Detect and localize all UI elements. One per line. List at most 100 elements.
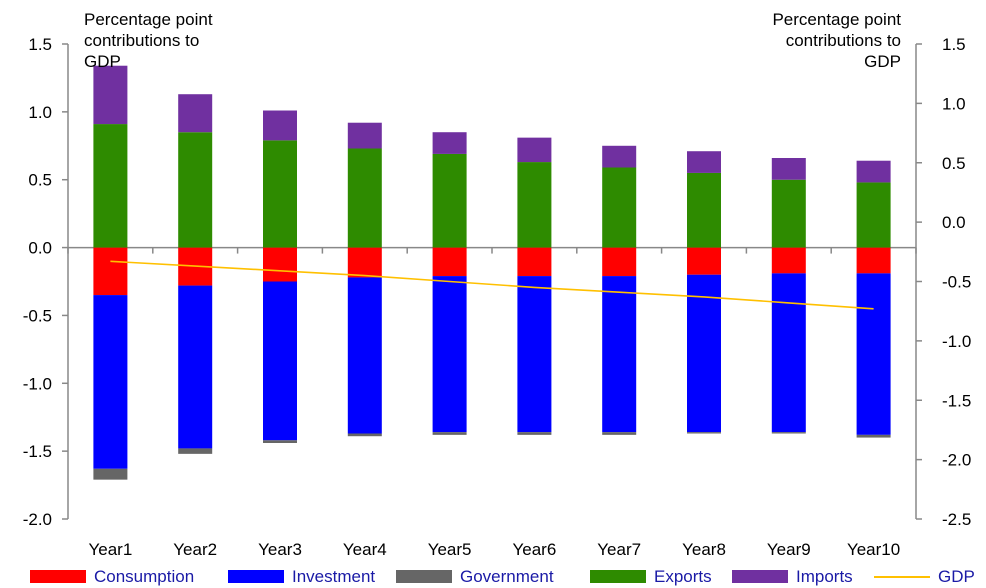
- legend-swatch-consumption: [30, 570, 86, 583]
- left-tick-label: 0.5: [28, 171, 52, 190]
- legend-swatch-government: [396, 570, 452, 583]
- left-tick-label: -2.0: [23, 510, 52, 529]
- category-label: Year8: [682, 540, 726, 559]
- bar-consumption-year6: [517, 247, 552, 277]
- bar-government-year7: [602, 432, 637, 435]
- bar-exports-year1: [93, 124, 128, 248]
- legend-label-investment: Investment: [292, 566, 376, 586]
- left-tick-label: 0.0: [28, 239, 52, 258]
- bar-government-year8: [687, 432, 721, 434]
- bar-investment-year1: [93, 295, 128, 469]
- bar-imports-year10: [856, 160, 891, 183]
- bar-government-year10: [856, 434, 891, 438]
- bar-exports-year3: [263, 140, 297, 248]
- legend-swatch-imports: [732, 570, 788, 583]
- bar-investment-year8: [687, 274, 721, 433]
- labels: 1.5 1.0 0.5 0.0 -0.5 -1.0 -1.5 -2.0 1.5 1.0 0.5 0.0…: [23, 10, 972, 559]
- category-label: Year7: [597, 540, 641, 559]
- legend-item-government: Government: [396, 565, 554, 588]
- bar-investment-year5: [432, 276, 467, 433]
- bar-consumption-year9: [771, 247, 806, 274]
- left-tick-label: -1.5: [23, 442, 52, 461]
- left-tick-label: 1.0: [28, 103, 52, 122]
- bar-government-year9: [771, 432, 806, 434]
- bar-government-year4: [347, 433, 382, 437]
- legend-item-consumption: Consumption: [30, 565, 194, 588]
- bar-imports-year2: [178, 94, 213, 133]
- bar-government-year6: [517, 432, 552, 435]
- legend-swatch-exports: [590, 570, 646, 583]
- bar-imports-year8: [687, 151, 721, 173]
- legend-item-investment: Investment: [228, 565, 375, 588]
- bar-consumption-year10: [856, 247, 891, 274]
- bar-government-year2: [178, 448, 213, 454]
- left-axis-title: Percentage point contributions to GDP: [84, 10, 213, 71]
- right-tick-label: -1.5: [942, 391, 971, 410]
- legend-label-government: Government: [460, 566, 554, 586]
- legend-item-gdp: GDP: [874, 565, 975, 588]
- legend-label-imports: Imports: [796, 566, 853, 586]
- category-label: Year9: [767, 540, 811, 559]
- right-tick-label: 0.0: [942, 213, 966, 232]
- bar-exports-year8: [687, 172, 721, 248]
- bar-exports-year10: [856, 182, 891, 248]
- bar-consumption-year8: [687, 247, 721, 275]
- bar-consumption-year4: [347, 247, 382, 278]
- bar-government-year1: [93, 468, 128, 480]
- bar-investment-year9: [771, 273, 806, 433]
- bar-exports-year6: [517, 162, 552, 248]
- category-label: Year3: [258, 540, 302, 559]
- bar-government-year5: [432, 432, 467, 435]
- bar-investment-year2: [178, 285, 213, 449]
- gdp-line: [110, 260, 874, 310]
- bar-imports-year3: [263, 110, 297, 141]
- right-tick-label: 1.5: [942, 35, 966, 54]
- category-label: Year1: [88, 540, 132, 559]
- bar-consumption-year5: [432, 247, 467, 277]
- bar-imports-year5: [432, 132, 467, 154]
- right-axis-title: Percentage point contributions to GDP: [772, 10, 901, 71]
- left-tick-label: -0.5: [23, 306, 52, 325]
- category-label: Year2: [173, 540, 217, 559]
- legend-label-gdp: GDP: [938, 566, 975, 586]
- right-tick-label: 0.5: [942, 154, 966, 173]
- bar-exports-year9: [771, 179, 806, 248]
- bar-imports-year9: [771, 158, 806, 180]
- legend-item-exports: Exports: [590, 565, 712, 588]
- bar-government-year3: [263, 440, 297, 443]
- category-label: Year4: [343, 540, 387, 559]
- bar-consumption-year7: [602, 247, 637, 277]
- legend: Consumption Investment Government Export…: [0, 565, 986, 588]
- bar-imports-year4: [347, 122, 382, 149]
- bars: [93, 65, 891, 480]
- legend-label-exports: Exports: [654, 566, 712, 586]
- right-tick-label: -1.0: [942, 332, 971, 351]
- left-tick-label: 1.5: [28, 35, 52, 54]
- right-tick-label: -2.0: [942, 451, 971, 470]
- bar-investment-year10: [856, 273, 891, 435]
- right-tick-label: 1.0: [942, 94, 966, 113]
- bar-exports-year7: [602, 167, 637, 248]
- bar-consumption-year3: [263, 247, 297, 282]
- bar-investment-year6: [517, 276, 552, 433]
- right-tick-label: -2.5: [942, 510, 971, 529]
- category-label: Year5: [428, 540, 472, 559]
- category-label: Year6: [512, 540, 556, 559]
- bar-exports-year5: [432, 153, 467, 248]
- bar-investment-year3: [263, 281, 297, 441]
- right-tick-label: -0.5: [942, 273, 971, 292]
- legend-item-imports: Imports: [732, 565, 853, 588]
- bar-investment-year7: [602, 276, 637, 433]
- bar-exports-year2: [178, 132, 213, 248]
- legend-line-gdp: [874, 575, 930, 578]
- bar-imports-year7: [602, 145, 637, 168]
- stacked-bar-chart: 1.5 1.0 0.5 0.0 -0.5 -1.0 -1.5 -2.0 1.5 1.0 0.5 0.0…: [23, 10, 972, 559]
- bar-exports-year4: [347, 148, 382, 248]
- left-tick-label: -1.0: [23, 374, 52, 393]
- bar-investment-year4: [347, 277, 382, 434]
- category-label: Year10: [847, 540, 900, 559]
- bar-imports-year1: [93, 65, 128, 125]
- legend-label-consumption: Consumption: [94, 566, 195, 586]
- legend-swatch-investment: [228, 570, 284, 583]
- bar-consumption-year1: [93, 247, 128, 296]
